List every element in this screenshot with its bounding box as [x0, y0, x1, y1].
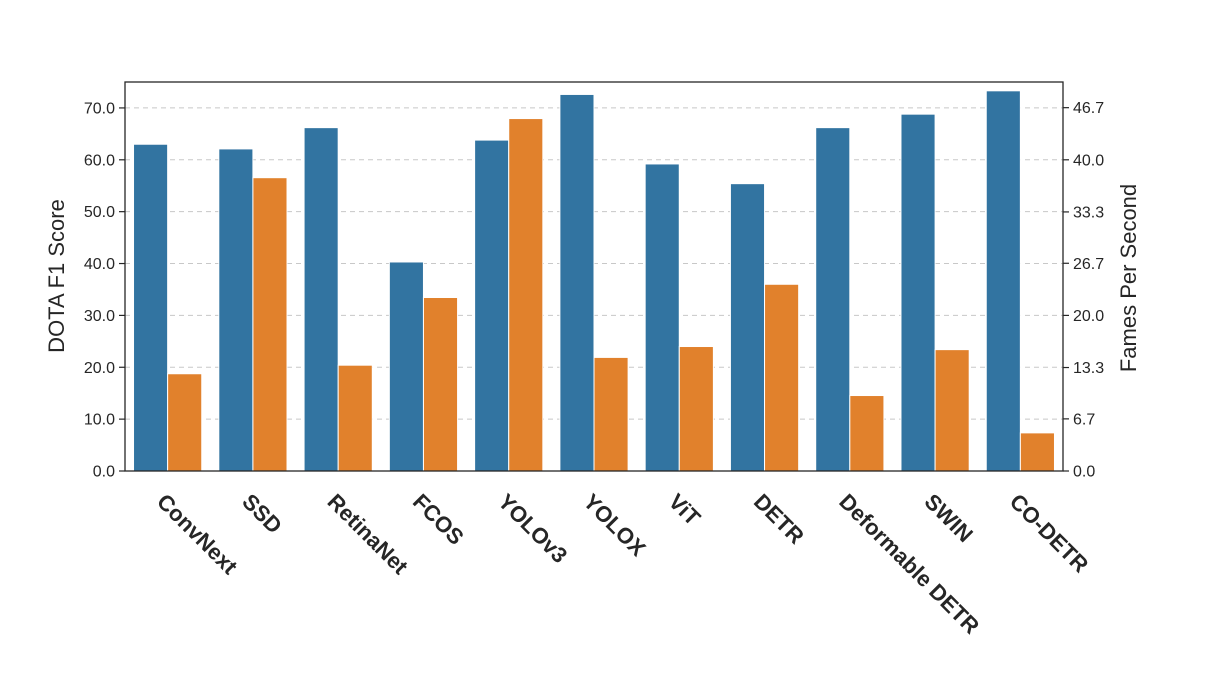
left-tick-label: 20.0	[84, 360, 115, 377]
right-tick-label: 26.7	[1073, 256, 1104, 273]
f1-bar-fcos	[388, 261, 424, 472]
left-tick-label: 60.0	[84, 152, 115, 169]
fps-bar-yolov3	[508, 118, 544, 472]
f1-bar-ssd	[218, 148, 254, 472]
category-label: ViT	[664, 489, 706, 531]
f1-bar-retinanet	[303, 127, 339, 472]
right-tick-label: 13.3	[1073, 360, 1104, 377]
category-label: SWIN	[920, 489, 978, 547]
category-label: SSD	[237, 489, 287, 539]
f1-bar-yolov3	[474, 139, 510, 472]
f1-bar-swin	[900, 113, 936, 472]
fps-bar-detr	[764, 283, 800, 472]
f1-bar-detr	[729, 183, 766, 472]
f1-bar-deformable-detr	[815, 127, 851, 472]
category-label: ConvNext	[152, 489, 243, 580]
left-tick-label: 70.0	[84, 100, 115, 117]
right-tick-label: 40.0	[1073, 152, 1104, 169]
category-label: DETR	[749, 489, 809, 549]
fps-bar-ssd	[252, 177, 288, 472]
right-tick-label: 33.3	[1073, 204, 1104, 221]
left-tick-label: 0.0	[93, 464, 115, 481]
category-label: YOLOX	[578, 489, 650, 561]
f1-bar-co-detr	[985, 90, 1021, 472]
left-tick-label: 10.0	[84, 412, 115, 429]
right-tick-label: 20.0	[1073, 308, 1104, 325]
fps-bar-co-detr	[1019, 432, 1055, 472]
category-label: Deformable DETR	[834, 489, 984, 639]
f1-bar-vit	[644, 163, 680, 472]
category-label: YOLOv3	[493, 489, 572, 568]
fps-bar-swin	[934, 349, 970, 472]
left-axis-title: DOTA F1 Score	[44, 199, 69, 353]
bars	[133, 90, 1055, 472]
left-tick-label: 30.0	[84, 308, 115, 325]
fps-bar-fcos	[422, 297, 459, 472]
plot-frame	[124, 81, 1064, 472]
fps-bar-vit	[678, 346, 714, 472]
right-axis-title: Fames Per Second	[1116, 184, 1141, 372]
fps-bar-yolox	[593, 356, 629, 472]
fps-bar-deformable-detr	[849, 395, 885, 472]
left-tick-label: 50.0	[84, 204, 115, 221]
left-tick-label: 40.0	[84, 256, 115, 273]
fps-bar-convnext	[167, 373, 203, 472]
right-tick-label: 46.7	[1073, 100, 1104, 117]
f1-bar-yolox	[559, 93, 595, 472]
f1-bar-convnext	[133, 143, 169, 472]
fps-bar-retinanet	[337, 364, 373, 472]
category-label: FCOS	[408, 489, 469, 550]
left-axis-ticks: 0.0 10.0 20.0 30.0 40.0 50.0 60.0 70.0	[84, 100, 125, 481]
right-axis-ticks: 0.0 6.7 13.3 20.0 26.7 33.3 40.0 46.7	[1063, 100, 1104, 481]
right-tick-label: 6.7	[1073, 411, 1095, 428]
category-label: RetinaNet	[323, 489, 414, 580]
category-label: CO-DETR	[1005, 489, 1094, 578]
right-tick-label: 0.0	[1073, 464, 1095, 481]
